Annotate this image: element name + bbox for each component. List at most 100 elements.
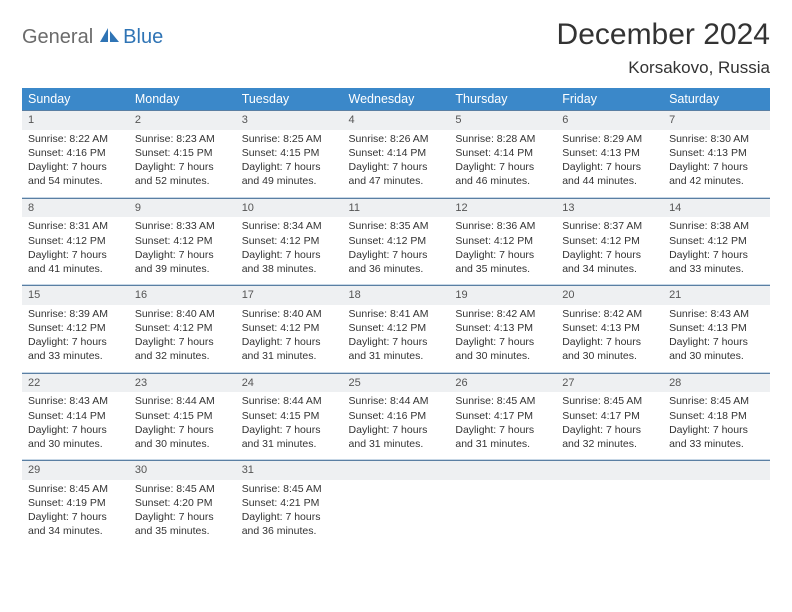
daylight-text: Daylight: 7 hours and 47 minutes. xyxy=(349,160,444,188)
daylight-text: Daylight: 7 hours and 33 minutes. xyxy=(28,335,123,363)
daylight-text: Daylight: 7 hours and 33 minutes. xyxy=(669,248,764,276)
daylight-text: Daylight: 7 hours and 54 minutes. xyxy=(28,160,123,188)
day-number: 31 xyxy=(236,460,343,480)
sunrise-text: Sunrise: 8:29 AM xyxy=(562,132,657,146)
brand-text-general: General xyxy=(22,26,93,49)
sunset-text: Sunset: 4:15 PM xyxy=(242,409,337,423)
calendar-day-cell: 9Sunrise: 8:33 AMSunset: 4:12 PMDaylight… xyxy=(129,197,236,285)
day-number: 4 xyxy=(343,110,450,130)
calendar-day-cell: 25Sunrise: 8:44 AMSunset: 4:16 PMDayligh… xyxy=(343,372,450,460)
daylight-text: Daylight: 7 hours and 30 minutes. xyxy=(669,335,764,363)
sunset-text: Sunset: 4:14 PM xyxy=(455,146,550,160)
daylight-text: Daylight: 7 hours and 31 minutes. xyxy=(242,335,337,363)
weekday-header: Wednesday xyxy=(343,88,450,110)
day-number xyxy=(556,460,663,480)
sunrise-text: Sunrise: 8:42 AM xyxy=(455,307,550,321)
calendar-week-row: 15Sunrise: 8:39 AMSunset: 4:12 PMDayligh… xyxy=(22,285,770,373)
calendar-day-cell: 21Sunrise: 8:43 AMSunset: 4:13 PMDayligh… xyxy=(663,285,770,373)
calendar-day-cell: 28Sunrise: 8:45 AMSunset: 4:18 PMDayligh… xyxy=(663,372,770,460)
day-number: 17 xyxy=(236,285,343,305)
daylight-text: Daylight: 7 hours and 36 minutes. xyxy=(349,248,444,276)
sunrise-text: Sunrise: 8:45 AM xyxy=(562,394,657,408)
day-number xyxy=(343,460,450,480)
sunrise-text: Sunrise: 8:45 AM xyxy=(135,482,230,496)
sunrise-text: Sunrise: 8:37 AM xyxy=(562,219,657,233)
sunrise-text: Sunrise: 8:30 AM xyxy=(669,132,764,146)
sunset-text: Sunset: 4:13 PM xyxy=(455,321,550,335)
sunset-text: Sunset: 4:12 PM xyxy=(562,234,657,248)
day-number: 21 xyxy=(663,285,770,305)
weekday-header: Tuesday xyxy=(236,88,343,110)
weekday-header: Saturday xyxy=(663,88,770,110)
day-number: 2 xyxy=(129,110,236,130)
calendar-day-cell: 20Sunrise: 8:42 AMSunset: 4:13 PMDayligh… xyxy=(556,285,663,373)
brand-logo: General Blue xyxy=(22,26,163,49)
sunrise-text: Sunrise: 8:35 AM xyxy=(349,219,444,233)
sunrise-text: Sunrise: 8:26 AM xyxy=(349,132,444,146)
sunrise-text: Sunrise: 8:45 AM xyxy=(28,482,123,496)
weekday-header: Thursday xyxy=(449,88,556,110)
sunset-text: Sunset: 4:16 PM xyxy=(28,146,123,160)
daylight-text: Daylight: 7 hours and 39 minutes. xyxy=(135,248,230,276)
sunrise-text: Sunrise: 8:25 AM xyxy=(242,132,337,146)
day-number: 12 xyxy=(449,198,556,218)
calendar-day-cell: 7Sunrise: 8:30 AMSunset: 4:13 PMDaylight… xyxy=(663,110,770,197)
sunset-text: Sunset: 4:13 PM xyxy=(669,146,764,160)
weekday-header: Sunday xyxy=(22,88,129,110)
sunset-text: Sunset: 4:12 PM xyxy=(455,234,550,248)
calendar-day-cell xyxy=(556,460,663,547)
daylight-text: Daylight: 7 hours and 30 minutes. xyxy=(562,335,657,363)
day-number: 27 xyxy=(556,373,663,393)
day-number xyxy=(449,460,556,480)
day-number xyxy=(663,460,770,480)
daylight-text: Daylight: 7 hours and 31 minutes. xyxy=(349,335,444,363)
calendar-day-cell: 29Sunrise: 8:45 AMSunset: 4:19 PMDayligh… xyxy=(22,460,129,547)
sunset-text: Sunset: 4:13 PM xyxy=(562,321,657,335)
sunset-text: Sunset: 4:12 PM xyxy=(669,234,764,248)
daylight-text: Daylight: 7 hours and 30 minutes. xyxy=(135,423,230,451)
brand-sail-icon xyxy=(98,26,120,49)
calendar-day-cell: 3Sunrise: 8:25 AMSunset: 4:15 PMDaylight… xyxy=(236,110,343,197)
day-number: 13 xyxy=(556,198,663,218)
weekday-header: Friday xyxy=(556,88,663,110)
sunrise-text: Sunrise: 8:41 AM xyxy=(349,307,444,321)
sunset-text: Sunset: 4:12 PM xyxy=(242,321,337,335)
calendar-day-cell: 5Sunrise: 8:28 AMSunset: 4:14 PMDaylight… xyxy=(449,110,556,197)
calendar-day-cell: 8Sunrise: 8:31 AMSunset: 4:12 PMDaylight… xyxy=(22,197,129,285)
day-number: 26 xyxy=(449,373,556,393)
daylight-text: Daylight: 7 hours and 46 minutes. xyxy=(455,160,550,188)
calendar-week-row: 1Sunrise: 8:22 AMSunset: 4:16 PMDaylight… xyxy=(22,110,770,197)
sunset-text: Sunset: 4:14 PM xyxy=(349,146,444,160)
calendar-day-cell: 30Sunrise: 8:45 AMSunset: 4:20 PMDayligh… xyxy=(129,460,236,547)
sunrise-text: Sunrise: 8:45 AM xyxy=(669,394,764,408)
calendar-day-cell: 31Sunrise: 8:45 AMSunset: 4:21 PMDayligh… xyxy=(236,460,343,547)
calendar-day-cell xyxy=(663,460,770,547)
calendar-week-row: 22Sunrise: 8:43 AMSunset: 4:14 PMDayligh… xyxy=(22,372,770,460)
sunset-text: Sunset: 4:15 PM xyxy=(135,409,230,423)
calendar-day-cell: 17 Sunrise: 8:40 AMSunset: 4:12 PMDayligh… xyxy=(236,285,343,373)
day-number: 28 xyxy=(663,373,770,393)
header: General Blue December 2024 Korsakovo, Ru… xyxy=(22,18,770,78)
daylight-text: Daylight: 7 hours and 32 minutes. xyxy=(562,423,657,451)
day-number: 10 xyxy=(236,198,343,218)
daylight-text: Daylight: 7 hours and 31 minutes. xyxy=(349,423,444,451)
sunrise-text: Sunrise: 8:45 AM xyxy=(242,482,337,496)
sunset-text: Sunset: 4:12 PM xyxy=(349,234,444,248)
sunrise-text: Sunrise: 8:42 AM xyxy=(562,307,657,321)
month-title: December 2024 xyxy=(557,18,770,52)
daylight-text: Daylight: 7 hours and 32 minutes. xyxy=(135,335,230,363)
daylight-text: Daylight: 7 hours and 44 minutes. xyxy=(562,160,657,188)
calendar-day-cell xyxy=(449,460,556,547)
day-number: 29 xyxy=(22,460,129,480)
daylight-text: Daylight: 7 hours and 52 minutes. xyxy=(135,160,230,188)
sunrise-text: Sunrise: 8:38 AM xyxy=(669,219,764,233)
day-number: 1 xyxy=(22,110,129,130)
sunrise-text: Sunrise: 8:40 AM xyxy=(242,307,337,321)
day-number: 5 xyxy=(449,110,556,130)
day-number: 30 xyxy=(129,460,236,480)
calendar-day-cell: 22Sunrise: 8:43 AMSunset: 4:14 PMDayligh… xyxy=(22,372,129,460)
sunset-text: Sunset: 4:12 PM xyxy=(242,234,337,248)
daylight-text: Daylight: 7 hours and 36 minutes. xyxy=(242,510,337,538)
sunset-text: Sunset: 4:15 PM xyxy=(242,146,337,160)
sunrise-text: Sunrise: 8:22 AM xyxy=(28,132,123,146)
